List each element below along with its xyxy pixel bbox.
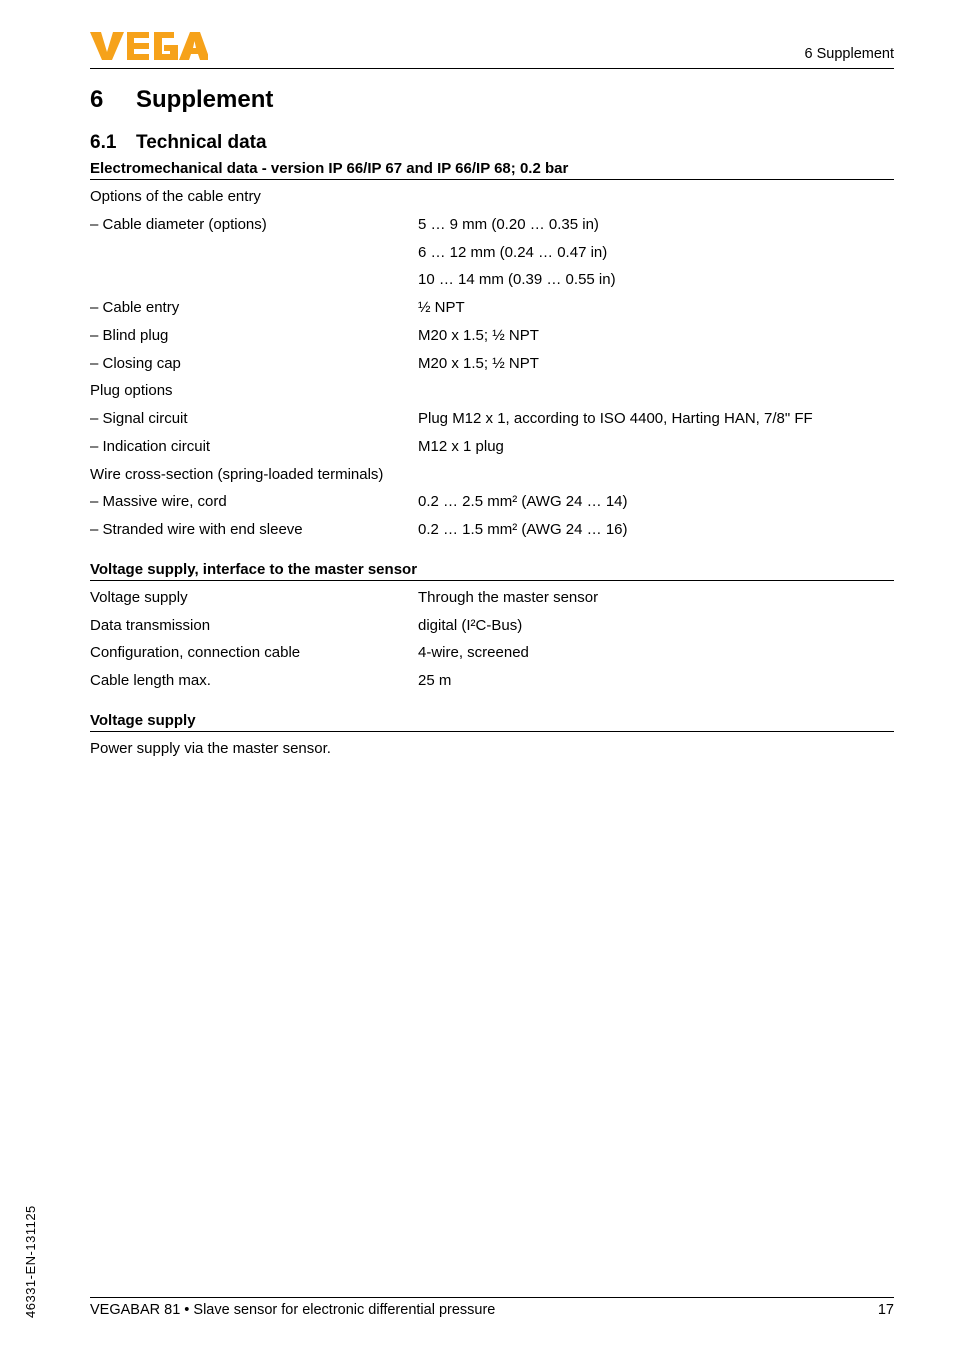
spec-row: Closing capM20 x 1.5; ½ NPT (90, 353, 894, 375)
spec-value: Through the master sensor (418, 587, 894, 609)
spec-value: M12 x 1 plug (418, 436, 894, 458)
spec-row: Plug options (90, 380, 894, 402)
spec-row: Massive wire, cord0.2 … 2.5 mm² (AWG 24 … (90, 491, 894, 513)
footer: VEGABAR 81 • Slave sensor for electronic… (90, 1297, 894, 1318)
spec-value: 5 … 9 mm (0.20 … 0.35 in) (418, 214, 894, 236)
subsection-title: Technical data (136, 132, 267, 153)
spec-label: Massive wire, cord (90, 491, 418, 513)
group-heading-electromechanical: Electromechanical data - version IP 66/I… (90, 160, 894, 180)
spec-row: Indication circuitM12 x 1 plug (90, 436, 894, 458)
spec-label: Data transmission (90, 615, 418, 637)
spec-label: Voltage supply (90, 587, 418, 609)
spec-row: Cable entry½ NPT (90, 297, 894, 319)
spec-value: 4-wire, screened (418, 642, 894, 664)
spec-value: M20 x 1.5; ½ NPT (418, 353, 894, 375)
section-number: 6 (90, 86, 136, 114)
spec-label: Cable entry (90, 297, 418, 319)
subsection-heading: 6.1Technical data (90, 132, 894, 154)
page-number: 17 (878, 1302, 894, 1318)
spec-row: 6 … 12 mm (0.24 … 0.47 in) (90, 242, 894, 264)
document-id-vertical: 46331-EN-131125 (23, 1205, 38, 1318)
spec-value: Plug M12 x 1, according to ISO 4400, Har… (418, 408, 894, 430)
spec-value: 25 m (418, 670, 894, 692)
spec-label: Closing cap (90, 353, 418, 375)
spec-row: Signal circuitPlug M12 x 1, according to… (90, 408, 894, 430)
spec-row: Wire cross-section (spring-loaded termin… (90, 464, 894, 486)
subsection-number: 6.1 (90, 132, 136, 154)
group-heading-voltage-interface: Voltage supply, interface to the master … (90, 561, 894, 581)
spec-value: 0.2 … 2.5 mm² (AWG 24 … 14) (418, 491, 894, 513)
spec-value: 6 … 12 mm (0.24 … 0.47 in) (418, 242, 894, 264)
spec-label: Cable length max. (90, 670, 418, 692)
spec-text: Power supply via the master sensor. (90, 738, 894, 760)
spec-row: Voltage supplyThrough the master sensor (90, 587, 894, 609)
spec-label: Blind plug (90, 325, 418, 347)
header-rule (90, 68, 894, 69)
spec-value: M20 x 1.5; ½ NPT (418, 325, 894, 347)
spec-row: Data transmissiondigital (I²C-Bus) (90, 615, 894, 637)
footer-title: VEGABAR 81 • Slave sensor for electronic… (90, 1302, 495, 1318)
spec-value: digital (I²C-Bus) (418, 615, 894, 637)
spec-row: Cable length max.25 m (90, 670, 894, 692)
brand-logo (90, 30, 208, 66)
spec-label: Cable diameter (options) (90, 214, 418, 236)
spec-label: Signal circuit (90, 408, 418, 430)
spec-label: Stranded wire with end sleeve (90, 519, 418, 541)
spec-label: Wire cross-section (spring-loaded termin… (90, 464, 418, 486)
spec-label: Options of the cable entry (90, 186, 418, 208)
spec-row: 10 … 14 mm (0.39 … 0.55 in) (90, 269, 894, 291)
spec-value: 0.2 … 1.5 mm² (AWG 24 … 16) (418, 519, 894, 541)
header-section-ref: 6 Supplement (805, 46, 894, 62)
spec-row: Blind plugM20 x 1.5; ½ NPT (90, 325, 894, 347)
spec-label: Plug options (90, 380, 418, 402)
spec-row: Configuration, connection cable4-wire, s… (90, 642, 894, 664)
spec-value: 10 … 14 mm (0.39 … 0.55 in) (418, 269, 894, 291)
spec-row: Stranded wire with end sleeve0.2 … 1.5 m… (90, 519, 894, 541)
spec-value: ½ NPT (418, 297, 894, 319)
spec-row: Options of the cable entry (90, 186, 894, 208)
spec-label: Configuration, connection cable (90, 642, 418, 664)
section-heading: 6Supplement (90, 86, 894, 114)
group-heading-voltage-supply: Voltage supply (90, 712, 894, 732)
spec-row: Cable diameter (options)5 … 9 mm (0.20 …… (90, 214, 894, 236)
section-title: Supplement (136, 86, 273, 113)
spec-label: Indication circuit (90, 436, 418, 458)
